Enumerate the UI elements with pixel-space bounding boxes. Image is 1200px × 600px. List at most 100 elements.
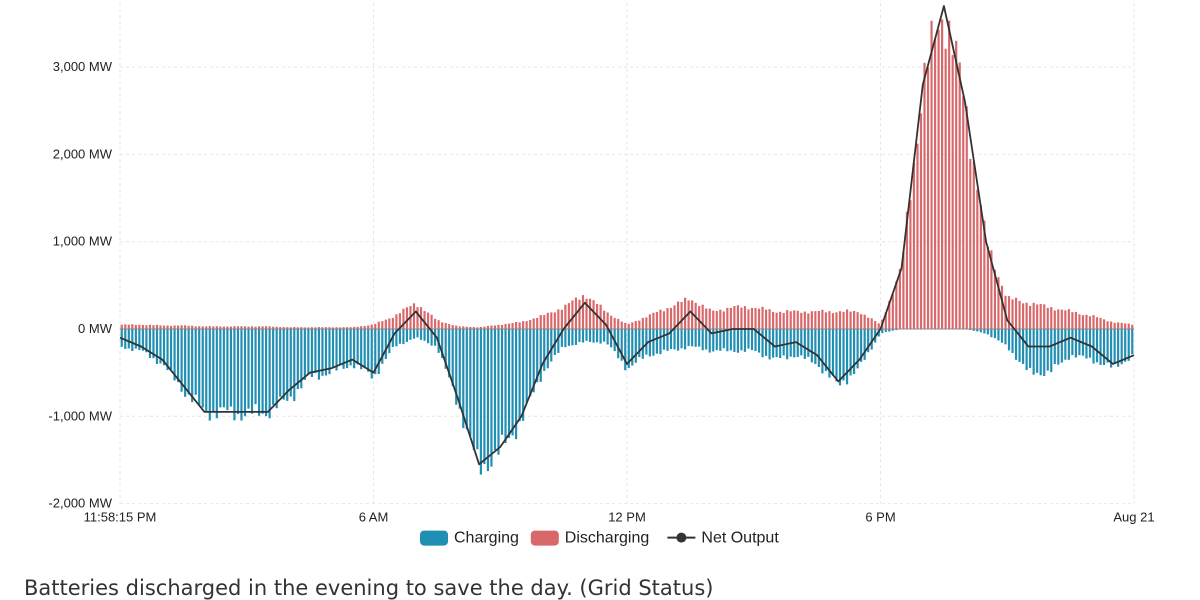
legend-item-net-output[interactable]: Net Output	[667, 530, 779, 547]
legend-item-charging[interactable]: Charging	[420, 530, 519, 547]
discharging-bar	[215, 326, 218, 329]
charging-bar	[194, 329, 197, 395]
discharging-bar	[1032, 302, 1035, 329]
discharging-bar	[624, 322, 627, 329]
charging-bar	[127, 329, 130, 349]
charging-bar	[222, 329, 225, 408]
discharging-bar	[310, 327, 313, 329]
charging-bar	[1032, 329, 1035, 375]
discharging-bar	[219, 326, 222, 329]
discharging-bar	[919, 113, 923, 329]
discharging-bar	[955, 40, 958, 330]
discharging-bar	[775, 312, 778, 329]
charging-bar	[775, 329, 778, 358]
discharging-bar	[838, 311, 842, 329]
discharging-bar	[1124, 323, 1127, 329]
charging-bar	[138, 329, 141, 351]
charging-bar	[803, 329, 806, 359]
discharging-bar	[916, 143, 919, 329]
discharging-bar	[504, 324, 507, 329]
charging-bar	[511, 329, 514, 436]
charging-bar	[578, 329, 581, 343]
legend-item-discharging[interactable]: Discharging	[530, 530, 649, 547]
charging-bar	[536, 329, 539, 383]
charging-bar	[648, 329, 651, 357]
charging-bar	[1064, 329, 1067, 360]
discharging-bar	[1064, 310, 1067, 329]
discharging-bar	[655, 312, 659, 329]
discharging-bar	[856, 312, 859, 329]
charging-bar	[307, 329, 310, 375]
charging-bar	[398, 329, 401, 344]
charging-bar	[416, 329, 419, 338]
discharging-bar	[926, 67, 930, 329]
charging-bar	[592, 329, 595, 343]
charging-bar	[645, 329, 648, 355]
charging-bar	[529, 329, 532, 397]
discharging-bar	[127, 324, 130, 329]
discharging-bar	[1113, 322, 1116, 329]
charging-bar	[983, 329, 986, 334]
x-tick-label: 6 PM	[865, 510, 895, 525]
discharging-bar	[338, 327, 342, 329]
charging-bar	[191, 329, 194, 403]
discharging-bar	[303, 327, 306, 329]
charging-bar	[729, 329, 732, 351]
charging-bar	[405, 329, 409, 342]
discharging-bar	[529, 320, 532, 329]
discharging-bar	[314, 327, 317, 329]
discharging-bar	[134, 324, 137, 329]
discharging-bar	[1120, 322, 1123, 329]
discharging-bar	[194, 326, 197, 329]
charging-bar	[233, 329, 236, 421]
charging-bar	[1046, 329, 1049, 371]
discharging-bar	[229, 326, 232, 329]
discharging-bar	[817, 310, 820, 329]
discharging-bar	[617, 318, 620, 329]
discharging-bar	[300, 327, 303, 329]
charging-bar	[215, 329, 218, 419]
charging-bar	[265, 329, 268, 416]
charging-bar	[293, 329, 296, 402]
charging-bar	[1039, 329, 1042, 376]
charging-bar	[279, 329, 282, 397]
discharging-bar	[1029, 305, 1032, 329]
charging-bar	[835, 329, 838, 382]
discharging-bar	[789, 311, 792, 329]
charging-bar	[1106, 329, 1109, 363]
discharging-bar	[272, 326, 275, 329]
charging-bar	[574, 329, 578, 345]
discharging-bar	[1011, 299, 1014, 329]
discharging-bar	[870, 318, 873, 329]
charging-bar	[349, 329, 352, 366]
charging-bar	[180, 329, 183, 392]
charging-bar	[335, 329, 338, 371]
discharging-bar	[331, 327, 335, 329]
discharging-bar	[944, 48, 947, 330]
charging-bar	[504, 329, 507, 444]
discharging-bar	[708, 308, 711, 329]
discharging-bar	[275, 326, 278, 329]
discharging-bar	[835, 312, 838, 329]
discharging-bar	[307, 327, 310, 329]
discharging-bar	[962, 96, 965, 330]
charging-bar	[518, 329, 521, 422]
charging-bar	[856, 329, 859, 369]
discharging-bar	[1014, 297, 1018, 329]
discharging-bar	[620, 321, 623, 329]
y-tick-label: 0 MW	[78, 321, 113, 336]
discharging-bar	[148, 324, 152, 329]
discharging-bar	[1078, 314, 1081, 329]
charging-bar	[324, 329, 328, 376]
discharging-bar	[141, 324, 144, 329]
charging-bar	[367, 329, 370, 372]
charging-bar	[465, 329, 468, 430]
charging-bar	[655, 329, 659, 354]
charging-bar	[997, 329, 1000, 341]
charging-bar	[1057, 329, 1060, 365]
charging-bar	[250, 329, 254, 414]
discharging-bar	[518, 322, 521, 329]
discharging-bar	[1074, 311, 1077, 329]
charging-bar	[434, 329, 437, 346]
